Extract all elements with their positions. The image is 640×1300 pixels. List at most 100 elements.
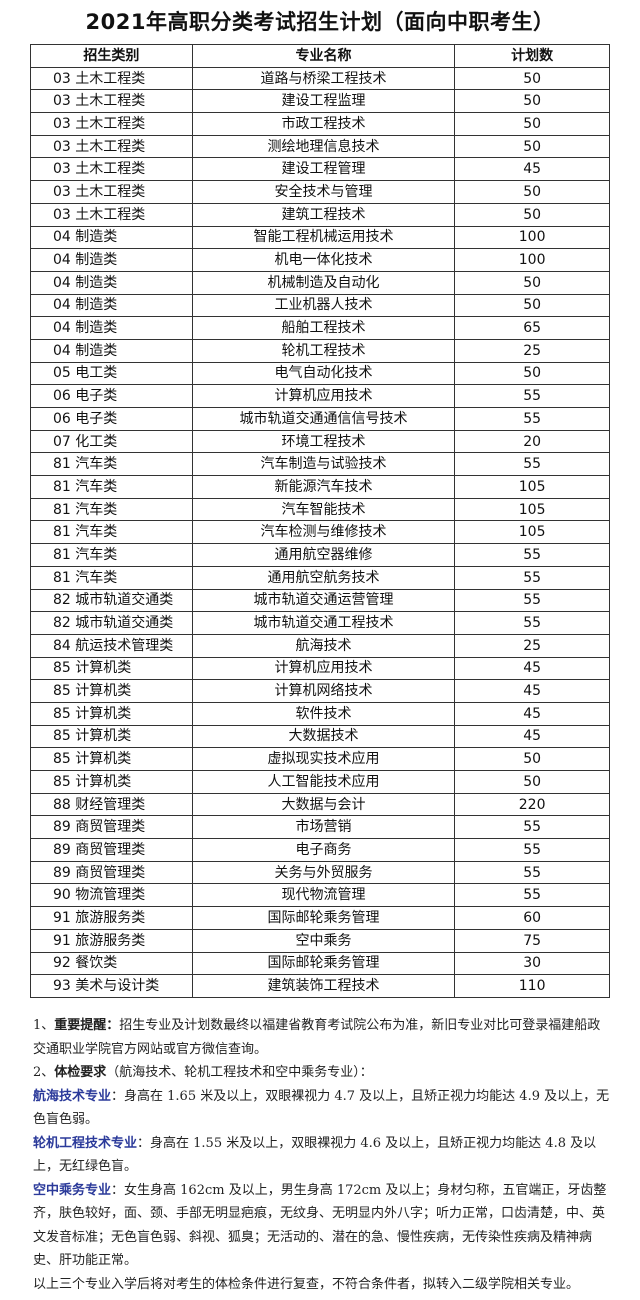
table-row: 07 化工类 环境工程技术 20 bbox=[30, 429, 610, 454]
cell-plan-count: 110 bbox=[454, 974, 610, 998]
cell-plan-count: 45 bbox=[454, 656, 610, 681]
note-number: 1、 bbox=[33, 1018, 55, 1033]
cell-major: 计算机应用技术 bbox=[191, 656, 456, 681]
cell-plan-count: 55 bbox=[454, 611, 610, 635]
cell-major: 电子商务 bbox=[191, 838, 456, 862]
table-row: 03 土木工程类 建设工程监理 50 bbox=[30, 89, 610, 114]
cell-plan-count: 105 bbox=[454, 475, 610, 499]
note-text: 招生专业及计划数最终以福建省教育考试院公布为准，新旧专业对比可登录福建船政交通职… bbox=[33, 1018, 601, 1057]
cell-major: 市场营销 bbox=[191, 815, 456, 840]
cell-plan-count: 50 bbox=[454, 134, 610, 159]
cell-plan-count: 45 bbox=[454, 724, 610, 749]
cell-plan-count: 50 bbox=[454, 112, 610, 136]
table-row: 92 餐饮类 国际邮轮乘务管理 30 bbox=[30, 951, 610, 976]
table-row: 03 土木工程类 安全技术与管理 50 bbox=[30, 180, 610, 204]
note-label: 空中乘务专业 bbox=[33, 1182, 112, 1198]
cell-category: 91 旅游服务类 bbox=[30, 928, 193, 953]
note-number: 2、 bbox=[33, 1065, 55, 1080]
note-lunji: 轮机工程技术专业：身高在 1.55 米及以上，双眼裸视力 4.6 及以上，且矫正… bbox=[33, 1132, 613, 1179]
header-category: 招生类别 bbox=[30, 44, 193, 68]
cell-plan-count: 20 bbox=[454, 429, 610, 454]
cell-category: 81 汽车类 bbox=[30, 452, 193, 477]
cell-major: 市政工程技术 bbox=[191, 112, 456, 136]
cell-category: 06 电子类 bbox=[30, 407, 193, 431]
table-row: 84 航运技术管理类 航海技术 25 bbox=[30, 633, 610, 658]
header-plan-count: 计划数 bbox=[454, 44, 610, 68]
cell-category: 88 财经管理类 bbox=[30, 792, 193, 817]
cell-category: 03 土木工程类 bbox=[30, 66, 193, 91]
cell-category: 04 制造类 bbox=[30, 270, 193, 295]
cell-plan-count: 65 bbox=[454, 316, 610, 340]
cell-plan-count: 50 bbox=[454, 293, 610, 318]
table-row: 82 城市轨道交通类 城市轨道交通工程技术 55 bbox=[30, 611, 610, 635]
table-row: 04 制造类 机械制造及自动化 50 bbox=[30, 270, 610, 295]
cell-plan-count: 220 bbox=[454, 792, 610, 817]
note-label: 体检要求 bbox=[54, 1065, 107, 1080]
cell-category: 03 土木工程类 bbox=[30, 89, 193, 114]
cell-plan-count: 50 bbox=[454, 202, 610, 227]
cell-category: 81 汽车类 bbox=[30, 475, 193, 499]
cell-major: 虚拟现实技术应用 bbox=[191, 747, 456, 771]
cell-plan-count: 100 bbox=[454, 248, 610, 272]
table-row: 89 商贸管理类 关务与外贸服务 55 bbox=[30, 860, 610, 885]
cell-major: 建筑装饰工程技术 bbox=[191, 974, 456, 998]
cell-category: 03 土木工程类 bbox=[30, 134, 193, 159]
cell-major: 国际邮轮乘务管理 bbox=[191, 951, 456, 976]
cell-plan-count: 55 bbox=[454, 588, 610, 613]
cell-major: 国际邮轮乘务管理 bbox=[191, 906, 456, 930]
cell-plan-count: 50 bbox=[454, 747, 610, 771]
cell-category: 07 化工类 bbox=[30, 429, 193, 454]
note-hanghai: 航海技术专业：身高在 1.65 米及以上，双眼裸视力 4.7 及以上，且矫正视力… bbox=[33, 1085, 613, 1132]
table-row: 04 制造类 工业机器人技术 50 bbox=[30, 293, 610, 318]
table-row: 85 计算机类 计算机应用技术 45 bbox=[30, 656, 610, 681]
cell-major: 软件技术 bbox=[191, 701, 456, 726]
table-row: 04 制造类 智能工程机械运用技术 100 bbox=[30, 225, 610, 250]
cell-major: 大数据与会计 bbox=[191, 792, 456, 817]
table-row: 81 汽车类 汽车检测与维修技术 105 bbox=[30, 520, 610, 545]
table-row: 81 汽车类 汽车制造与试验技术 55 bbox=[30, 452, 610, 477]
cell-category: 81 汽车类 bbox=[30, 543, 193, 567]
cell-major: 汽车智能技术 bbox=[191, 497, 456, 522]
cell-plan-count: 55 bbox=[454, 815, 610, 840]
cell-major: 机电一体化技术 bbox=[191, 248, 456, 272]
table-row: 91 旅游服务类 国际邮轮乘务管理 60 bbox=[30, 906, 610, 930]
cell-major: 测绘地理信息技术 bbox=[191, 134, 456, 159]
cell-plan-count: 100 bbox=[454, 225, 610, 250]
table-row: 90 物流管理类 现代物流管理 55 bbox=[30, 883, 610, 908]
table-row: 81 汽车类 通用航空航务技术 55 bbox=[30, 565, 610, 590]
cell-plan-count: 30 bbox=[454, 951, 610, 976]
cell-major: 城市轨道交通运营管理 bbox=[191, 588, 456, 613]
table-row: 03 土木工程类 市政工程技术 50 bbox=[30, 112, 610, 136]
cell-major: 通用航空器维修 bbox=[191, 543, 456, 567]
cell-category: 89 商贸管理类 bbox=[30, 838, 193, 862]
cell-major: 建设工程监理 bbox=[191, 89, 456, 114]
enrollment-plan-table: 招生类别 专业名称 计划数 03 土木工程类 道路与桥梁工程技术 50 03 土木工程… bbox=[30, 44, 610, 998]
cell-major: 机械制造及自动化 bbox=[191, 270, 456, 295]
cell-plan-count: 105 bbox=[454, 497, 610, 522]
cell-plan-count: 55 bbox=[454, 883, 610, 908]
cell-major: 建设工程管理 bbox=[191, 157, 456, 182]
cell-major: 汽车制造与试验技术 bbox=[191, 452, 456, 477]
cell-plan-count: 50 bbox=[454, 66, 610, 91]
cell-major: 通用航空航务技术 bbox=[191, 565, 456, 590]
table-row: 04 制造类 船舶工程技术 65 bbox=[30, 316, 610, 340]
cell-plan-count: 50 bbox=[454, 270, 610, 295]
cell-plan-count: 55 bbox=[454, 565, 610, 590]
cell-plan-count: 75 bbox=[454, 928, 610, 953]
cell-category: 04 制造类 bbox=[30, 293, 193, 318]
cell-plan-count: 55 bbox=[454, 452, 610, 477]
cell-major: 电气自动化技术 bbox=[191, 361, 456, 386]
table-row: 85 计算机类 人工智能技术应用 50 bbox=[30, 770, 610, 794]
note-label: 重要提醒： bbox=[54, 1018, 120, 1033]
table-row: 04 制造类 机电一体化技术 100 bbox=[30, 248, 610, 272]
header-major: 专业名称 bbox=[191, 44, 456, 68]
cell-major: 城市轨道交通工程技术 bbox=[191, 611, 456, 635]
table-row: 81 汽车类 新能源汽车技术 105 bbox=[30, 475, 610, 499]
note-label: 航海技术专业 bbox=[33, 1088, 112, 1104]
cell-major: 新能源汽车技术 bbox=[191, 475, 456, 499]
cell-major: 智能工程机械运用技术 bbox=[191, 225, 456, 250]
cell-category: 82 城市轨道交通类 bbox=[30, 588, 193, 613]
cell-category: 91 旅游服务类 bbox=[30, 906, 193, 930]
cell-category: 06 电子类 bbox=[30, 384, 193, 408]
note-final: 以上三个专业入学后将对考生的体检条件进行复查，不符合条件者，拟转入二级学院相关专… bbox=[33, 1276, 580, 1292]
